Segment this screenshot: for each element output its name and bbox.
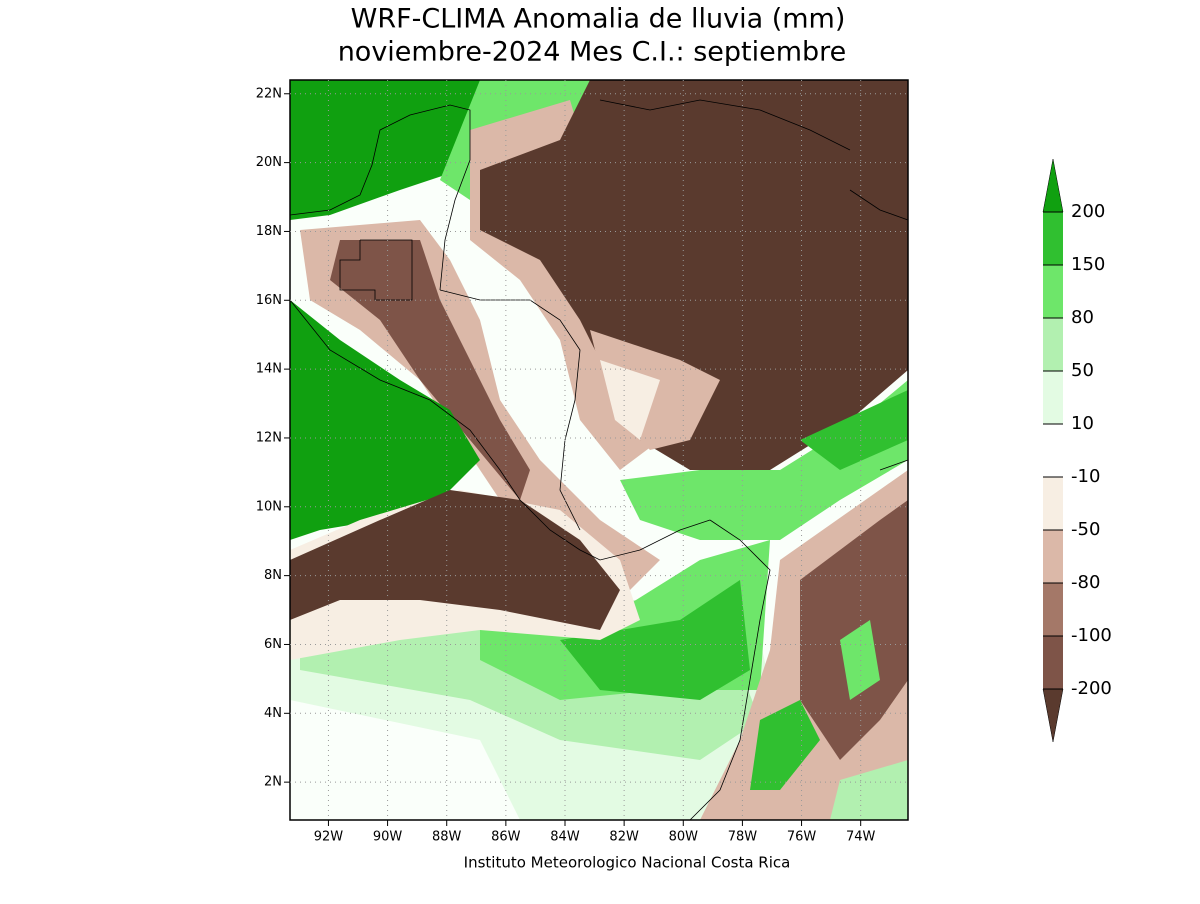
y-tick-label: 14N <box>256 362 282 377</box>
colorbar-segment <box>1043 583 1063 636</box>
colorbar-segment <box>1043 424 1063 477</box>
coastlines <box>289 99 909 821</box>
colorbar-segment <box>1043 212 1063 265</box>
footer: Instituto Meteorologico Nacional Costa R… <box>464 854 791 872</box>
y-tick-label: 20N <box>256 155 282 170</box>
colorbar-label: -200 <box>1071 678 1112 699</box>
x-tick-label: 84W <box>550 830 580 845</box>
x-tick-label: 82W <box>609 830 639 845</box>
x-tick-label: 78W <box>728 830 758 845</box>
y-tick-label: 8N <box>264 568 282 583</box>
colorbar-segment <box>1043 371 1063 424</box>
y-tick-label: 2N <box>264 775 282 790</box>
y-tick-label: 6N <box>264 637 282 652</box>
colorbar-label: -100 <box>1071 625 1112 646</box>
colorbar-arrow <box>1042 688 1064 743</box>
x-tick-label: 88W <box>432 830 462 845</box>
x-tick-label: 76W <box>787 830 817 845</box>
title-line: noviembre-2024 Mes C.I.: septiembre <box>338 37 847 68</box>
colorbar-segment <box>1043 530 1063 583</box>
y-tick-label: 22N <box>256 86 282 101</box>
colorbar-label: -50 <box>1071 519 1100 540</box>
x-tick-label: 86W <box>491 830 521 845</box>
colorbar-arrow <box>1042 158 1064 213</box>
colorbar-label: 150 <box>1071 254 1105 275</box>
x-tick-label: 90W <box>373 830 403 845</box>
colorbar-label: 200 <box>1071 201 1105 222</box>
x-tick-label: 92W <box>314 830 344 845</box>
colorbar-segment <box>1043 318 1063 371</box>
colorbar-label: 50 <box>1071 360 1094 381</box>
x-tick-label: 80W <box>669 830 699 845</box>
colorbar-segment <box>1043 265 1063 318</box>
y-tick-label: 10N <box>256 499 282 514</box>
map-frame <box>289 79 909 821</box>
colorbar-label: 80 <box>1071 307 1094 328</box>
y-tick-label: 4N <box>264 706 282 721</box>
y-tick-label: 12N <box>256 430 282 445</box>
colorbar-label: -80 <box>1071 572 1100 593</box>
colorbar-segment <box>1043 477 1063 530</box>
colorbar-segment <box>1043 636 1063 689</box>
title-line: WRF-CLIMA Anomalia de lluvia (mm) <box>351 4 846 35</box>
y-tick-label: 18N <box>256 224 282 239</box>
colorbar-label: -10 <box>1071 466 1100 487</box>
x-tick-label: 74W <box>846 830 876 845</box>
y-tick-label: 16N <box>256 293 282 308</box>
colorbar-label: 10 <box>1071 413 1094 434</box>
rain-field <box>290 80 908 820</box>
